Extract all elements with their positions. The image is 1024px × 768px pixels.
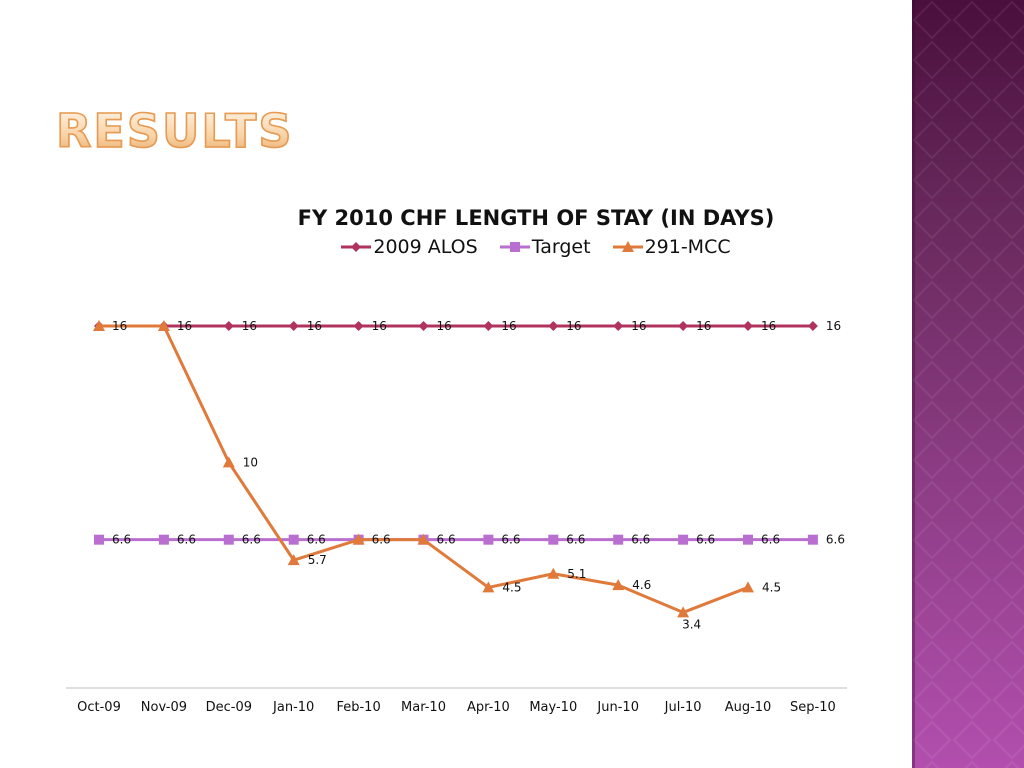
- chart-title: FY 2010 CHF LENGTH OF STAY (IN DAYS): [297, 206, 775, 230]
- data-label-291-mcc: 4.5: [502, 580, 521, 594]
- legend-label-target: Target: [531, 236, 591, 258]
- data-point-2009-alos: [483, 321, 494, 332]
- data-point-291-mcc: [612, 579, 625, 591]
- data-point-2009-alos: [743, 321, 753, 332]
- data-label-target: 6.6: [566, 533, 585, 547]
- x-tick-label: Feb-10: [336, 700, 380, 715]
- data-label-2009-alos: 16: [566, 319, 581, 333]
- data-point-291-mcc: [742, 581, 754, 593]
- legend-label-mcc: 291-MCC: [644, 236, 731, 258]
- legend-triangle-icon: [612, 241, 643, 252]
- slide-title: RESULTS: [55, 103, 294, 159]
- data-point-291-mcc: [677, 606, 690, 618]
- data-point-291-mcc: [417, 533, 430, 545]
- data-label-target: 6.6: [372, 533, 391, 547]
- data-point-291-mcc: [482, 581, 495, 593]
- data-label-2009-alos: 16: [631, 319, 646, 333]
- data-point-target: [807, 534, 818, 545]
- data-label-291-mcc: 5.1: [567, 567, 586, 581]
- data-point-291-mcc: [287, 554, 300, 566]
- x-tick-label: Apr-10: [467, 700, 510, 715]
- data-label-291-mcc: 5.7: [308, 553, 327, 567]
- data-label-2009-alos: 16: [437, 319, 452, 333]
- data-label-target: 6.6: [696, 533, 715, 547]
- diamond-pattern: [912, 0, 1024, 768]
- x-tick-label: Dec-09: [206, 700, 252, 715]
- data-point-291-mcc: [222, 456, 235, 468]
- chart-legend: 2009 ALOS Target 291-MCC: [0, 236, 1024, 259]
- data-point-2009-alos: [807, 321, 818, 332]
- data-label-target: 6.6: [501, 533, 520, 547]
- data-label-target: 6.6: [437, 533, 456, 547]
- data-label-2009-alos: 16: [242, 319, 257, 333]
- data-label-291-mcc: 4.6: [632, 578, 651, 592]
- data-label-2009-alos: 16: [696, 319, 711, 333]
- data-label-target: 6.6: [177, 533, 196, 547]
- data-point-2009-alos: [678, 321, 689, 332]
- series-line-291-mcc: [99, 324, 749, 614]
- data-label-target: 6.6: [761, 533, 780, 547]
- data-label-2009-alos: 16: [501, 319, 516, 333]
- data-label-target: 6.6: [631, 533, 650, 547]
- legend-square-icon: [499, 242, 530, 252]
- data-label-target: 6.6: [112, 533, 131, 547]
- data-point-2009-alos: [418, 321, 429, 332]
- data-point-291-mcc: [157, 320, 170, 332]
- data-point-target: [94, 534, 104, 545]
- data-label-2009-alos: 16: [112, 319, 127, 333]
- legend-label-alos: 2009 ALOS: [373, 236, 478, 258]
- data-point-target: [483, 534, 494, 545]
- x-tick-label: Mar-10: [401, 700, 446, 715]
- data-label-291-mcc: 3.4: [682, 617, 701, 631]
- decorative-side-panel: [912, 0, 1024, 768]
- x-tick-label: Jan-10: [272, 700, 314, 715]
- data-label-291-mcc: 4.5: [762, 580, 781, 594]
- data-label-291-mcc: 10: [243, 455, 258, 469]
- data-label-2009-alos: 16: [307, 319, 322, 333]
- data-point-291-mcc: [93, 320, 105, 332]
- data-point-target: [223, 534, 234, 545]
- data-point-target: [743, 534, 753, 545]
- data-label-target: 6.6: [826, 533, 845, 547]
- x-tick-label: Jun-10: [596, 700, 639, 715]
- data-point-2009-alos: [223, 321, 234, 332]
- data-point-2009-alos: [548, 321, 559, 332]
- data-point-target: [678, 534, 689, 545]
- legend-item-alos: 2009 ALOS: [341, 236, 478, 258]
- x-tick-label: May-10: [529, 700, 577, 715]
- data-label-target: 6.6: [307, 533, 326, 547]
- data-point-target: [158, 534, 169, 545]
- x-tick-label: Oct-09: [77, 700, 121, 715]
- legend-diamond-icon: [341, 242, 372, 252]
- data-point-291-mcc: [547, 567, 560, 579]
- data-point-2009-alos: [613, 321, 624, 332]
- data-label-2009-alos: 16: [177, 319, 192, 333]
- data-label-2009-alos: 16: [372, 319, 387, 333]
- data-label-2009-alos: 16: [761, 319, 776, 333]
- x-tick-label: Nov-09: [141, 700, 187, 715]
- data-point-target: [613, 534, 624, 545]
- legend-item-mcc: 291-MCC: [612, 236, 731, 258]
- data-point-target: [288, 534, 299, 545]
- x-tick-label: Sep-10: [790, 700, 836, 715]
- data-label-2009-alos: 16: [826, 319, 841, 333]
- data-label-target: 6.6: [242, 533, 261, 547]
- data-point-291-mcc: [352, 533, 365, 545]
- line-chart: Oct-09 Nov-09 Dec-09 Jan-10 Feb-10 Mar-10 Apr-…: [66, 319, 847, 715]
- data-point-2009-alos: [353, 321, 364, 332]
- data-point-target: [548, 534, 559, 545]
- data-point-2009-alos: [288, 321, 299, 332]
- x-tick-label: Aug-10: [725, 700, 772, 715]
- legend-item-target: Target: [499, 236, 591, 258]
- x-tick-label: Jul-10: [664, 700, 702, 715]
